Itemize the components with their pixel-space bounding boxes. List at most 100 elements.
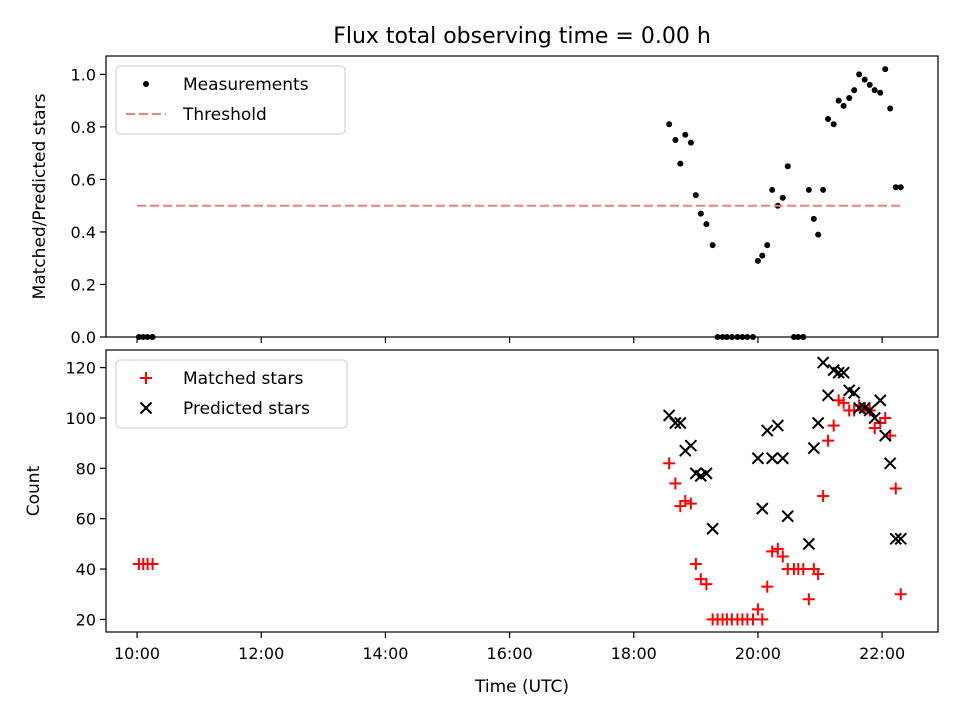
measurement-point <box>882 66 889 73</box>
count-legend: Matched stars Predicted stars <box>115 359 348 429</box>
measurement-point <box>779 194 786 201</box>
measurement-point <box>692 192 699 199</box>
predicted-point <box>889 532 902 546</box>
y-tick-label: 0.4 <box>71 223 96 242</box>
matched-point <box>679 495 692 508</box>
matched-point <box>817 490 830 503</box>
predicted-point <box>706 522 719 535</box>
measurement-point <box>703 221 710 228</box>
time-axis-label: Time (UTC) <box>474 677 569 697</box>
matched-point <box>766 545 779 558</box>
y-tick-label: 0.0 <box>71 328 96 347</box>
measurement-point <box>887 105 894 112</box>
legend-label: Threshold <box>182 105 267 125</box>
predicted-point <box>766 452 779 465</box>
predicted-point <box>837 366 850 379</box>
measurement-point <box>861 76 868 83</box>
predicted-point <box>868 411 881 425</box>
count-panel: 20 40 60 80 100 120 10:00 12:00 14:00 16:00 18:00 2… <box>65 349 939 663</box>
y-tick-label: 20 <box>76 610 96 629</box>
measurement-point <box>866 81 873 88</box>
measurement-point <box>897 184 904 191</box>
predicted-point <box>852 401 866 415</box>
matched-point <box>879 411 892 424</box>
predicted-point <box>811 416 825 430</box>
measurement-point <box>759 252 766 259</box>
legend-label: Matched stars <box>183 369 303 389</box>
y-tick-label: 120 <box>65 359 96 378</box>
measurement-point <box>830 121 837 128</box>
matched-point <box>797 563 810 576</box>
matched-point <box>802 593 815 606</box>
matched-point <box>761 580 774 593</box>
predicted-point <box>776 452 789 465</box>
matched-point <box>889 482 902 495</box>
legend-entry: Threshold <box>126 105 267 125</box>
predicted-point <box>816 356 830 369</box>
legend-entry: Measurements <box>143 75 309 95</box>
measurement-point <box>846 95 853 102</box>
y-tick-label: 80 <box>76 459 96 478</box>
count-series-predicted-stars <box>662 356 907 551</box>
y-tick-label: 1.0 <box>71 65 96 84</box>
predicted-point <box>674 416 687 430</box>
predicted-point <box>802 537 816 551</box>
count-axis-label: Count <box>24 465 44 516</box>
measurement-point <box>851 87 858 94</box>
measurement-point <box>805 186 812 193</box>
y-tick-label: 100 <box>65 409 96 428</box>
x-tick-label: 10:00 <box>114 644 160 663</box>
predicted-point <box>832 366 845 379</box>
measurement-point <box>815 231 822 238</box>
predicted-point <box>883 457 897 470</box>
measurement-point <box>697 210 704 217</box>
measurement-point <box>754 257 761 264</box>
predicted-point <box>669 416 682 430</box>
matched-point <box>812 568 825 581</box>
matched-point <box>776 550 789 563</box>
measurement-point <box>840 102 847 109</box>
matched-point <box>771 542 784 555</box>
measurement-point <box>709 242 716 249</box>
measurement-point <box>784 163 791 170</box>
y-tick-label: 60 <box>76 510 96 529</box>
matched-point <box>822 434 835 447</box>
predicted-point <box>874 394 887 407</box>
measurement-point <box>877 89 884 96</box>
measurement-point <box>820 186 827 193</box>
ratio-legend: Measurements Threshold <box>115 65 346 135</box>
measurement-point <box>769 186 776 193</box>
x-tick-label: 20:00 <box>735 644 781 663</box>
x-tick-label: 12:00 <box>238 644 284 663</box>
predicted-point <box>761 424 774 437</box>
measurement-point <box>687 139 694 146</box>
matched-point <box>146 558 159 571</box>
matched-point <box>868 422 881 435</box>
measurement-point <box>856 71 863 78</box>
y-tick-label: 0.6 <box>71 170 96 189</box>
matched-point <box>894 588 907 601</box>
matched-point <box>751 603 764 616</box>
measurement-point <box>871 87 878 94</box>
y-tick-label: 0.2 <box>71 275 96 294</box>
matched-point <box>694 573 707 586</box>
x-tick-label: 14:00 <box>362 644 408 663</box>
measurement-point <box>677 160 684 167</box>
predicted-point <box>771 419 785 432</box>
matched-point <box>689 558 702 571</box>
predicted-point <box>807 441 821 455</box>
matched-point <box>669 477 682 490</box>
legend-label: Measurements <box>183 75 309 95</box>
predicted-point <box>684 439 698 452</box>
x-tick-label: 22:00 <box>859 644 905 663</box>
matched-point <box>756 613 769 626</box>
legend-label: Predicted stars <box>183 399 310 419</box>
predicted-point <box>894 532 907 546</box>
chart-title: Flux total observing time = 0.00 h <box>333 24 711 49</box>
predicted-point <box>863 404 876 417</box>
ratio-axes-frame <box>105 55 939 338</box>
ratio-panel: 0.0 0.2 0.4 0.6 0.8 1.0 Measurements Threshold <box>71 55 939 347</box>
measurement-point <box>810 215 817 222</box>
predicted-point <box>756 502 769 515</box>
